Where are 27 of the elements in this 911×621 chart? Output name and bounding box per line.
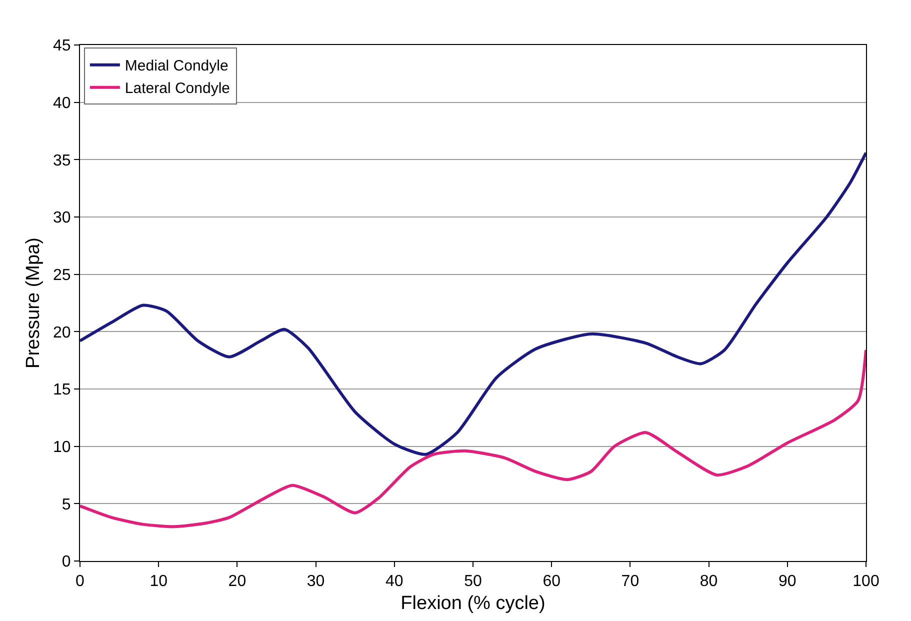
x-tick-label: 0 bbox=[76, 573, 85, 590]
x-tick-label: 20 bbox=[228, 573, 246, 590]
y-tick-label: 45 bbox=[53, 38, 71, 55]
y-tick-label: 0 bbox=[62, 554, 71, 571]
y-tick-label: 35 bbox=[53, 152, 71, 170]
x-tick-label: 70 bbox=[621, 573, 640, 590]
y-tick-label: 40 bbox=[53, 94, 71, 112]
legend-label: Lateral Condyle bbox=[124, 80, 230, 98]
y-tick-label: 10 bbox=[53, 438, 71, 456]
y-axis-title: Pressure (Mpa) bbox=[22, 238, 44, 368]
y-tick-label: 30 bbox=[53, 210, 71, 227]
x-tick-label: 30 bbox=[306, 573, 325, 590]
legend-label: Medial Condyle bbox=[124, 58, 228, 75]
x-tick-label: 10 bbox=[150, 573, 168, 590]
x-tick-label: 100 bbox=[852, 573, 880, 590]
x-tick-label: 50 bbox=[464, 573, 482, 590]
x-axis-title: Flexion (% cycle) bbox=[400, 593, 546, 614]
y-tick-label: 15 bbox=[53, 382, 71, 399]
x-tick-label: 90 bbox=[778, 573, 796, 590]
x-tick-label: 80 bbox=[700, 573, 718, 590]
x-tick-label: 40 bbox=[386, 573, 404, 590]
y-tick-label: 25 bbox=[53, 266, 71, 284]
y-tick-label: 5 bbox=[62, 496, 71, 514]
y-tick-label: 20 bbox=[53, 324, 71, 342]
x-tick-label: 60 bbox=[542, 573, 561, 590]
line-series bbox=[80, 151, 866, 456]
line-series bbox=[80, 348, 866, 528]
